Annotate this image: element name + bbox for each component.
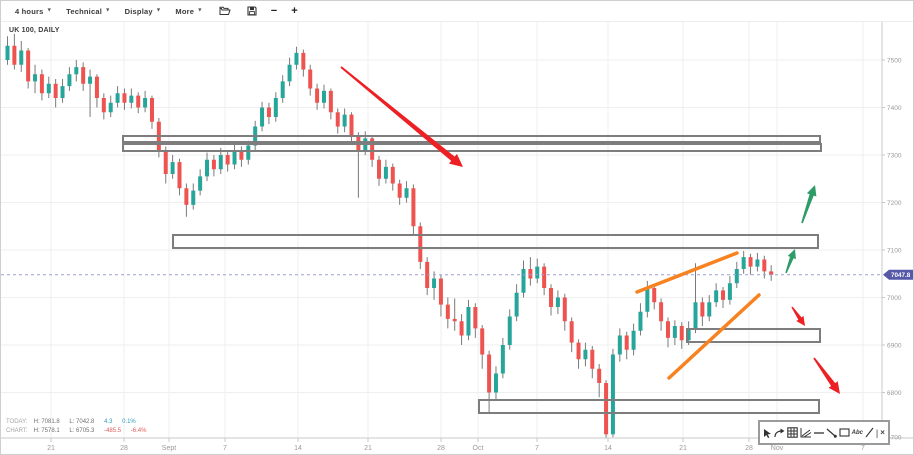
svg-text:7200: 7200 <box>887 200 902 207</box>
orange-trendline-upper <box>635 251 739 294</box>
today-low: L: 7042.8 <box>69 419 95 425</box>
display-dropdown[interactable]: Display ▼ <box>125 7 162 16</box>
support-zone-6920 <box>686 328 821 343</box>
zoom-in-button[interactable]: + <box>291 4 298 17</box>
horizontal-line-tool-icon[interactable] <box>813 431 824 435</box>
technical-label: Technical <box>66 6 102 16</box>
red-down-arrow-large <box>813 357 840 394</box>
red-down-arrow-small <box>791 306 805 326</box>
today-change: 4.3 <box>104 419 113 425</box>
candlesticks <box>5 33 774 438</box>
price-status-panel: TODAY: H: 7081.8 L: 7042.8 4.3 0.1% CHAR… <box>6 418 154 435</box>
time-axis-labels: 21 28 Sept 7 14 21 28 Oct 7 14 21 28 Nov 7 <box>47 438 865 452</box>
price-axis-labels: 7500 7400 7300 7200 7100 7000 6900 6800 6700 <box>882 57 902 441</box>
timeframe-label: 4 hours <box>15 6 44 16</box>
orange-trendlines[interactable] <box>635 251 761 380</box>
green-up-arrow-small <box>785 249 796 274</box>
display-label: Display <box>124 6 153 16</box>
chart-symbol-title: UK 100, DAILY <box>9 27 60 34</box>
svg-text:21: 21 <box>47 445 55 452</box>
text-tool-icon[interactable]: Abc <box>851 429 864 436</box>
red-downtrend-arrow <box>340 66 463 167</box>
chart-high: H: 7578.1 <box>33 427 60 434</box>
svg-text:7500: 7500 <box>887 57 902 64</box>
ray-line-tool-icon[interactable] <box>865 427 874 438</box>
support-resistance-zones[interactable] <box>122 135 822 414</box>
timeframe-dropdown[interactable]: 4 hours ▼ <box>15 7 52 16</box>
svg-text:Oct: Oct <box>473 445 484 452</box>
svg-text:7: 7 <box>861 445 865 452</box>
resistance-zone-7320-lower <box>122 143 822 152</box>
resistance-zone-7100 <box>172 234 819 249</box>
chart-status-row: CHART: H: 7578.1 L: 6705.3 -485.5 -6.4% <box>6 427 154 436</box>
open-folder-icon[interactable] <box>219 6 231 16</box>
svg-text:Nov: Nov <box>771 445 784 452</box>
support-zone-6780 <box>478 399 820 414</box>
svg-text:6900: 6900 <box>887 342 902 349</box>
technical-dropdown[interactable]: Technical ▼ <box>66 7 111 16</box>
toolbar-separator: | <box>875 427 879 438</box>
trendline-tool-icon[interactable] <box>826 427 837 438</box>
chevron-down-icon: ▼ <box>105 7 111 14</box>
chevron-down-icon: ▼ <box>197 7 203 14</box>
svg-text:7100: 7100 <box>887 247 902 254</box>
svg-text:14: 14 <box>294 445 302 452</box>
close-toolbar-icon[interactable]: × <box>880 428 885 437</box>
top-toolbar: 4 hours ▼ Technical ▼ Display ▼ More ▼ −… <box>1 1 913 22</box>
pointer-tool-icon[interactable] <box>763 428 772 438</box>
zoom-out-button[interactable]: − <box>270 4 278 17</box>
rectangle-tool-icon[interactable] <box>839 428 850 437</box>
svg-text:7300: 7300 <box>887 152 902 159</box>
today-change-pct: 0.1% <box>122 419 136 425</box>
svg-text:7047.8: 7047.8 <box>891 272 911 279</box>
svg-text:14: 14 <box>604 445 612 452</box>
chart-change: -485.5 <box>104 427 122 434</box>
chevron-down-icon: ▼ <box>46 7 53 14</box>
svg-text:28: 28 <box>437 445 445 452</box>
svg-text:7400: 7400 <box>887 105 902 112</box>
svg-text:21: 21 <box>679 445 687 452</box>
trend-channel-icon[interactable] <box>800 427 812 438</box>
chevron-down-icon: ▼ <box>155 7 162 14</box>
drawing-toolbar: Abc | × <box>758 420 890 445</box>
svg-text:21: 21 <box>364 445 372 452</box>
save-icon[interactable] <box>247 6 257 16</box>
green-up-arrow-large <box>801 185 817 224</box>
today-label: TODAY: <box>6 419 28 425</box>
today-status-row: TODAY: H: 7081.8 L: 7042.8 4.3 0.1% <box>6 418 154 427</box>
grid-tool-icon[interactable] <box>787 427 798 438</box>
more-dropdown[interactable]: More ▼ <box>175 7 202 16</box>
chart-change-pct: -6.4% <box>130 427 147 434</box>
svg-text:6800: 6800 <box>887 390 902 397</box>
svg-text:28: 28 <box>120 445 128 452</box>
chart-low: L: 6705.3 <box>69 427 95 434</box>
svg-text:28: 28 <box>745 445 753 452</box>
svg-text:7: 7 <box>223 445 227 452</box>
annotation-arrows[interactable] <box>340 66 840 394</box>
svg-text:6700: 6700 <box>887 434 902 441</box>
svg-text:7: 7 <box>535 445 539 452</box>
current-price-tag: 7047.8 <box>883 269 913 280</box>
svg-text:7000: 7000 <box>887 295 902 302</box>
more-label: More <box>175 6 195 16</box>
redo-arrow-icon[interactable] <box>774 428 785 438</box>
svg-text:Sept: Sept <box>162 445 176 452</box>
today-high: H: 7081.8 <box>33 419 60 425</box>
orange-trendline-lower <box>667 293 761 380</box>
chart-gridlines <box>1 21 882 438</box>
chart-label: CHART: <box>6 427 28 434</box>
resistance-zone-7320-upper <box>122 135 821 143</box>
